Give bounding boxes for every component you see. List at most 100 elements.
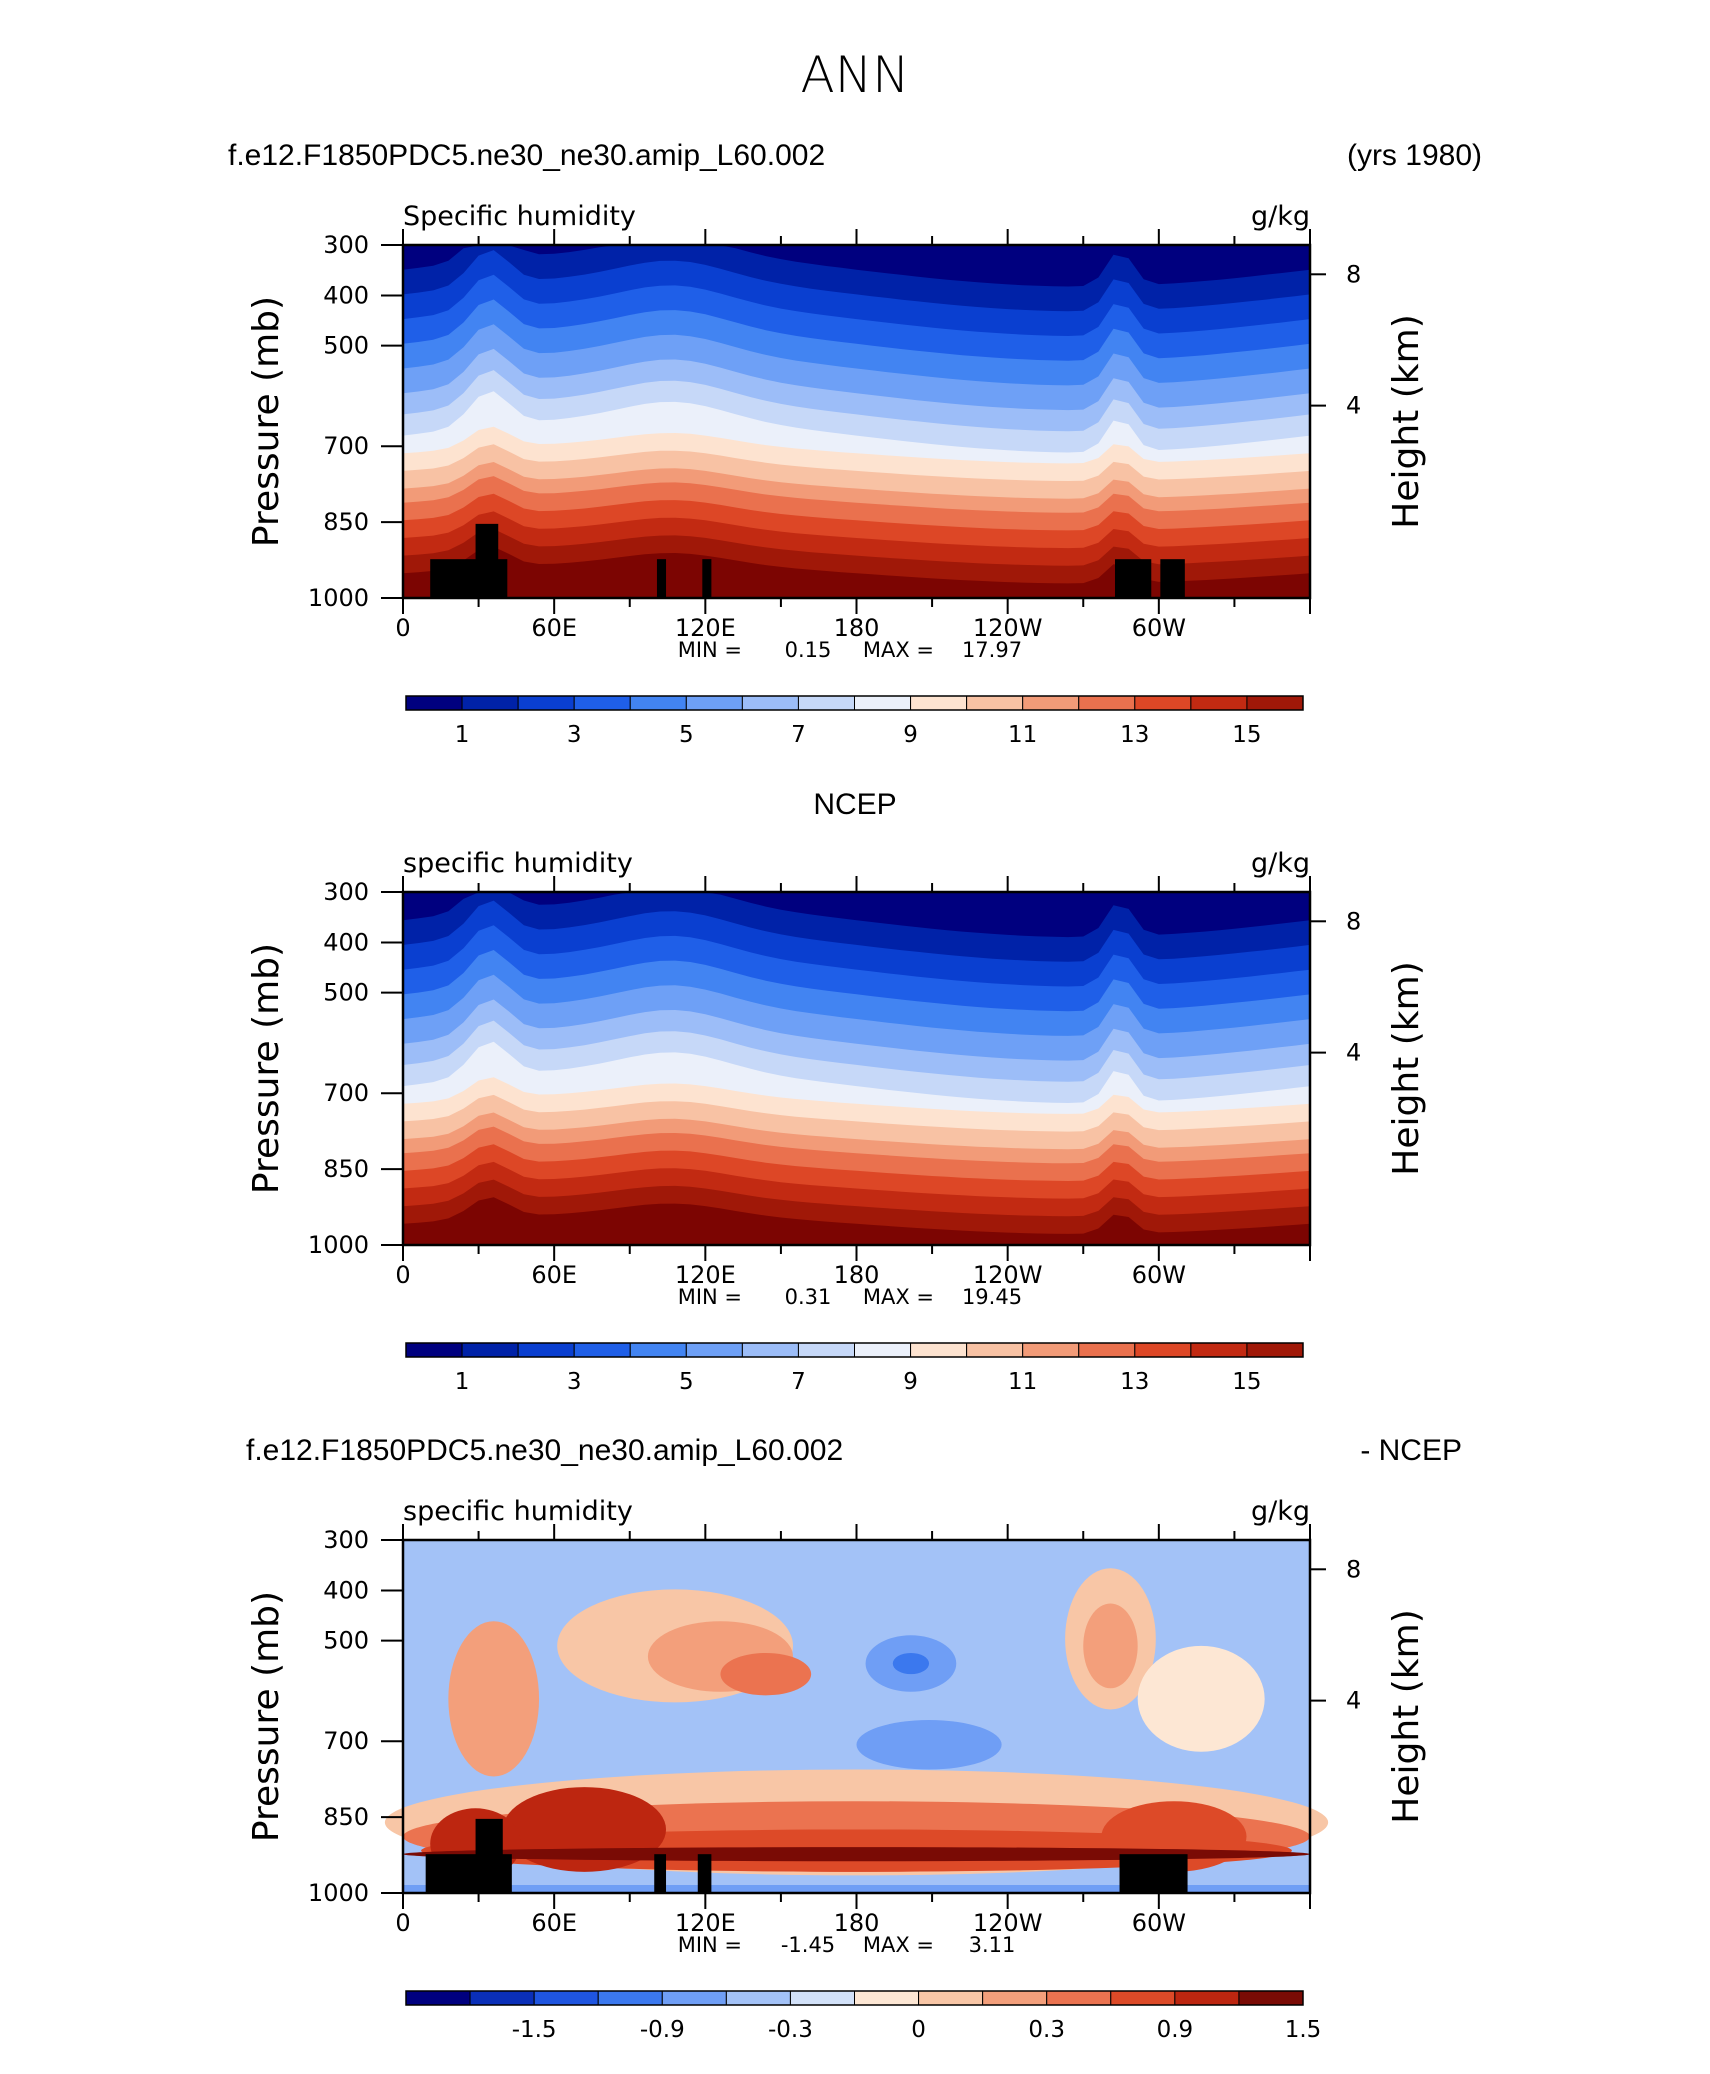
topography-mask: [1160, 559, 1185, 598]
colorbar-swatch: [1246, 1342, 1304, 1358]
contour-fill: [403, 1197, 1310, 1245]
x-tick-label: 60E: [531, 614, 577, 642]
min-value: 0.31: [785, 1285, 832, 1309]
x-tick-label: 0: [395, 614, 410, 642]
colorbar-swatch: [1190, 695, 1248, 711]
colorbar-label: 11: [1008, 1369, 1037, 1395]
colorbar-label: 11: [1008, 722, 1037, 748]
colorbar-swatch: [461, 1342, 519, 1358]
min-value: 0.15: [785, 638, 832, 662]
colorbar-frame: [405, 695, 1304, 711]
colorbar-label: 5: [679, 1369, 694, 1395]
topography-mask: [475, 1818, 503, 1893]
colorbar-swatch: [1110, 1990, 1176, 2006]
y-tick-label: 700: [323, 1079, 369, 1107]
colorbar-swatch: [854, 695, 912, 711]
colorbar-swatch: [854, 1990, 920, 2006]
colorbar-swatch: [789, 1990, 856, 2006]
panel-title: f.e12.F1850PDC5.ne30_ne30.amip_L60.002: [246, 1434, 843, 1467]
figure-title: ANN: [800, 46, 909, 104]
colorbar-swatch: [1022, 695, 1080, 711]
y-tick-label: 400: [323, 1576, 369, 1604]
colorbar-label: -0.9: [640, 2017, 685, 2043]
colorbar-swatch: [1174, 1990, 1240, 2006]
plot-area: [401, 876, 1312, 1261]
colorbar-swatch: [573, 695, 631, 711]
plot-area: [384, 1524, 1329, 1909]
panel-title: f.e12.F1850PDC5.ne30_ne30.amip_L60.002: [228, 139, 825, 172]
y-tick-label: 850: [323, 1803, 369, 1831]
x-tick-label: 60W: [1132, 1909, 1186, 1937]
colorbar-swatch: [1078, 695, 1136, 711]
subtitle: specific humidity: [403, 1496, 633, 1527]
contour-fill: [448, 1621, 540, 1777]
max-value: 3.11: [969, 1933, 1016, 1957]
colorbar-swatch: [797, 1342, 855, 1358]
colorbar-label: 13: [1120, 722, 1149, 748]
panel-3: f.e12.F1850PDC5.ne30_ne30.amip_L60.002 - …: [246, 1434, 1462, 2043]
y-tick-label: 1000: [308, 1231, 369, 1259]
contour-fill: [892, 1652, 930, 1675]
y2-tick-label: 4: [1346, 1039, 1361, 1067]
colorbar-label: 7: [791, 1369, 806, 1395]
contour-fill: [403, 546, 1310, 598]
y2-axis-label: Height (km): [1386, 314, 1427, 528]
colorbar-label: 3: [567, 722, 582, 748]
y2-tick-label: 8: [1346, 260, 1361, 288]
colorbar-label: -1.5: [512, 2017, 557, 2043]
y-tick-label: 400: [323, 281, 369, 309]
topography-mask: [656, 559, 667, 598]
colorbar-label: 0.9: [1157, 2017, 1194, 2043]
y-tick-label: 850: [323, 1155, 369, 1183]
contour-fill: [1137, 1645, 1265, 1752]
colorbar-swatch: [1190, 1342, 1248, 1358]
colorbar-label: 9: [903, 1369, 918, 1395]
colorbar-swatch: [517, 695, 575, 711]
topography-mask: [1114, 559, 1152, 598]
colorbar-swatch: [405, 1342, 463, 1358]
colorbar-swatch: [597, 1990, 663, 2006]
panel-title-right: - NCEP: [1360, 1434, 1462, 1467]
x-tick-label: 180: [834, 614, 880, 642]
x-tick-label: 60W: [1132, 614, 1186, 642]
colorbar-swatch: [1246, 695, 1304, 711]
y-tick-label: 300: [323, 1526, 369, 1554]
colorbar-label: -0.3: [768, 2017, 813, 2043]
y2-axis-label: Height (km): [1386, 961, 1427, 1175]
colorbar-swatch: [469, 1990, 535, 2006]
colorbar-swatch: [461, 695, 519, 711]
colorbar-swatch: [573, 1342, 631, 1358]
units-label: g/kg: [1251, 201, 1310, 232]
colorbar-swatch: [629, 1342, 687, 1358]
colorbar-label: 0: [911, 2017, 926, 2043]
y-tick-label: 400: [323, 928, 369, 956]
colorbar-swatch: [910, 695, 968, 711]
colorbar-swatch: [685, 695, 743, 711]
x-tick-label: 120W: [973, 1261, 1043, 1289]
y-tick-label: 500: [323, 332, 369, 360]
colorbar-label: 3: [567, 1369, 582, 1395]
colorbar-swatch: [741, 1342, 799, 1358]
contour-fill: [1083, 1603, 1138, 1689]
y-tick-label: 1000: [308, 1879, 369, 1907]
y2-tick-label: 4: [1346, 1687, 1361, 1715]
colorbar-swatch: [1078, 1342, 1136, 1358]
colorbar-swatch: [854, 1342, 912, 1358]
min-label: MIN =: [678, 1285, 742, 1309]
y-tick-label: 700: [323, 432, 369, 460]
colorbar-swatch: [1134, 695, 1192, 711]
x-tick-label: 120E: [675, 614, 736, 642]
panel-1: f.e12.F1850PDC5.ne30_ne30.amip_L60.002 (y…: [228, 139, 1482, 748]
min-label: MIN =: [678, 638, 742, 662]
colorbar-swatch: [910, 1342, 968, 1358]
colorbar-swatch: [517, 1342, 575, 1358]
y-tick-label: 300: [323, 231, 369, 259]
y2-tick-label: 8: [1346, 1555, 1361, 1583]
x-tick-label: 180: [834, 1261, 880, 1289]
colorbar-label: 7: [791, 722, 806, 748]
y2-tick-label: 8: [1346, 907, 1361, 935]
colorbar-swatch: [1046, 1990, 1112, 2006]
y-tick-label: 500: [323, 1627, 369, 1655]
x-tick-label: 180: [834, 1909, 880, 1937]
contour-fill: [720, 1652, 812, 1696]
